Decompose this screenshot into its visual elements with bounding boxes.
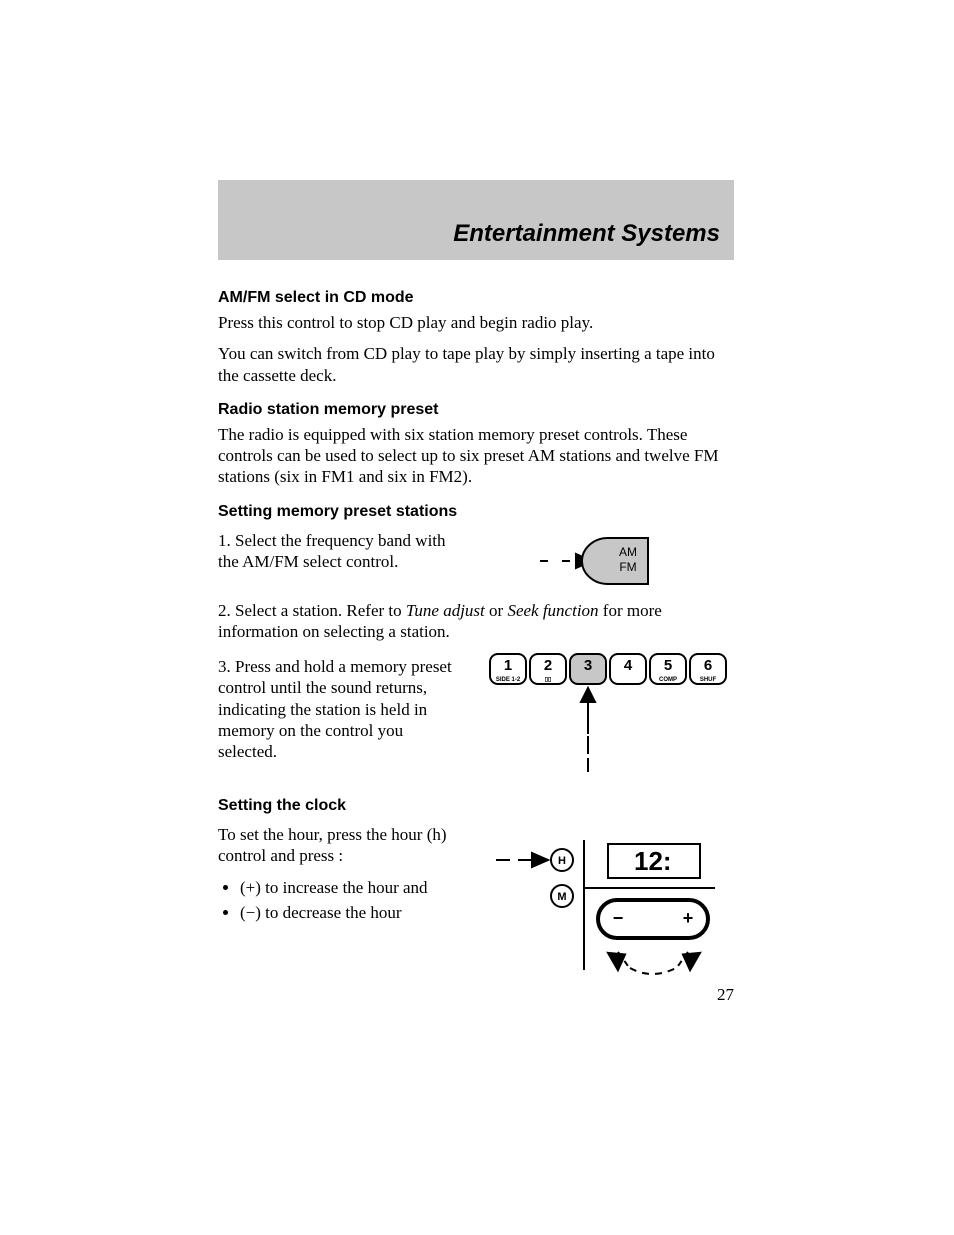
row-step3: 3. Press and hold a memory preset contro… [218,652,734,782]
preset-label-2: 2 [544,657,552,674]
amfm-button-shape [582,538,648,584]
page-number: 27 [717,985,734,1005]
arrow-up-icon [581,688,595,702]
bullet-minus: (−) to decrease the hour [240,902,467,923]
arrowhead-left-icon [607,946,629,970]
minus-label: − [612,908,623,928]
curve-dash [630,968,676,974]
row-clock: To set the hour, press the hour (h) cont… [218,820,734,990]
rocker-button: − + [598,900,708,938]
arrow-right-icon [532,853,548,867]
para-amfm-cd-1: Press this control to stop CD play and b… [218,312,734,333]
header-band: Entertainment Systems [218,180,734,260]
step2-seek: Seek function [507,601,598,620]
arrowhead-right-icon [677,946,699,970]
preset-sublabel-1: SIDE 1-2 [496,677,521,683]
para-radio-preset: The radio is equipped with six station m… [218,424,734,488]
step2-tune: Tune adjust [406,601,485,620]
clock-bullets: (+) to increase the hour and (−) to decr… [218,877,467,924]
preset-label-6: 6 [704,657,712,674]
heading-radio-preset: Radio station memory preset [218,400,734,420]
content-area: AM/FM select in CD mode Press this contr… [218,274,734,990]
clock-display-text: 12: [634,846,672,876]
heading-set-preset: Setting memory preset stations [218,502,734,522]
para-amfm-cd-2: You can switch from CD play to tape play… [218,343,734,386]
clock-intro: To set the hour, press the hour (h) cont… [218,824,467,867]
heading-amfm-cd: AM/FM select in CD mode [218,288,734,308]
clock-figure: H M 12: − + [490,820,730,990]
row-step1: 1. Select the frequency band with the AM… [218,526,734,596]
bullet-plus: (+) to increase the hour and [240,877,467,898]
step1-text: 1. Select the frequency band with the AM… [218,530,467,573]
step2-or: or [485,601,508,620]
preset-label-3: 3 [584,657,592,674]
page: Entertainment Systems AM/FM select in CD… [0,0,954,1235]
amfm-button-figure: AM FM [520,526,700,596]
step2-text: 2. Select a station. Refer to Tune adjus… [218,600,734,643]
h-label: H [558,855,566,867]
step3-text: 3. Press and hold a memory preset contro… [218,656,466,762]
heading-set-clock: Setting the clock [218,796,734,816]
m-label: M [557,891,566,903]
amfm-label-fm: FM [619,560,636,574]
preset-buttons-figure: 1 SIDE 1-2 2 ▯▯ 3 4 5 COMP 6 SHUF [484,652,734,782]
preset-sublabel-5: COMP [659,677,677,683]
preset-sublabel-6: SHUF [700,677,717,683]
amfm-label-am: AM [619,545,637,559]
preset-label-4: 4 [624,657,633,674]
preset-label-5: 5 [664,657,672,674]
preset-label-1: 1 [504,657,512,674]
page-title: Entertainment Systems [453,220,720,248]
plus-label: + [682,908,693,928]
step2-a: 2. Select a station. Refer to [218,601,406,620]
preset-sublabel-2: ▯▯ [545,677,552,683]
